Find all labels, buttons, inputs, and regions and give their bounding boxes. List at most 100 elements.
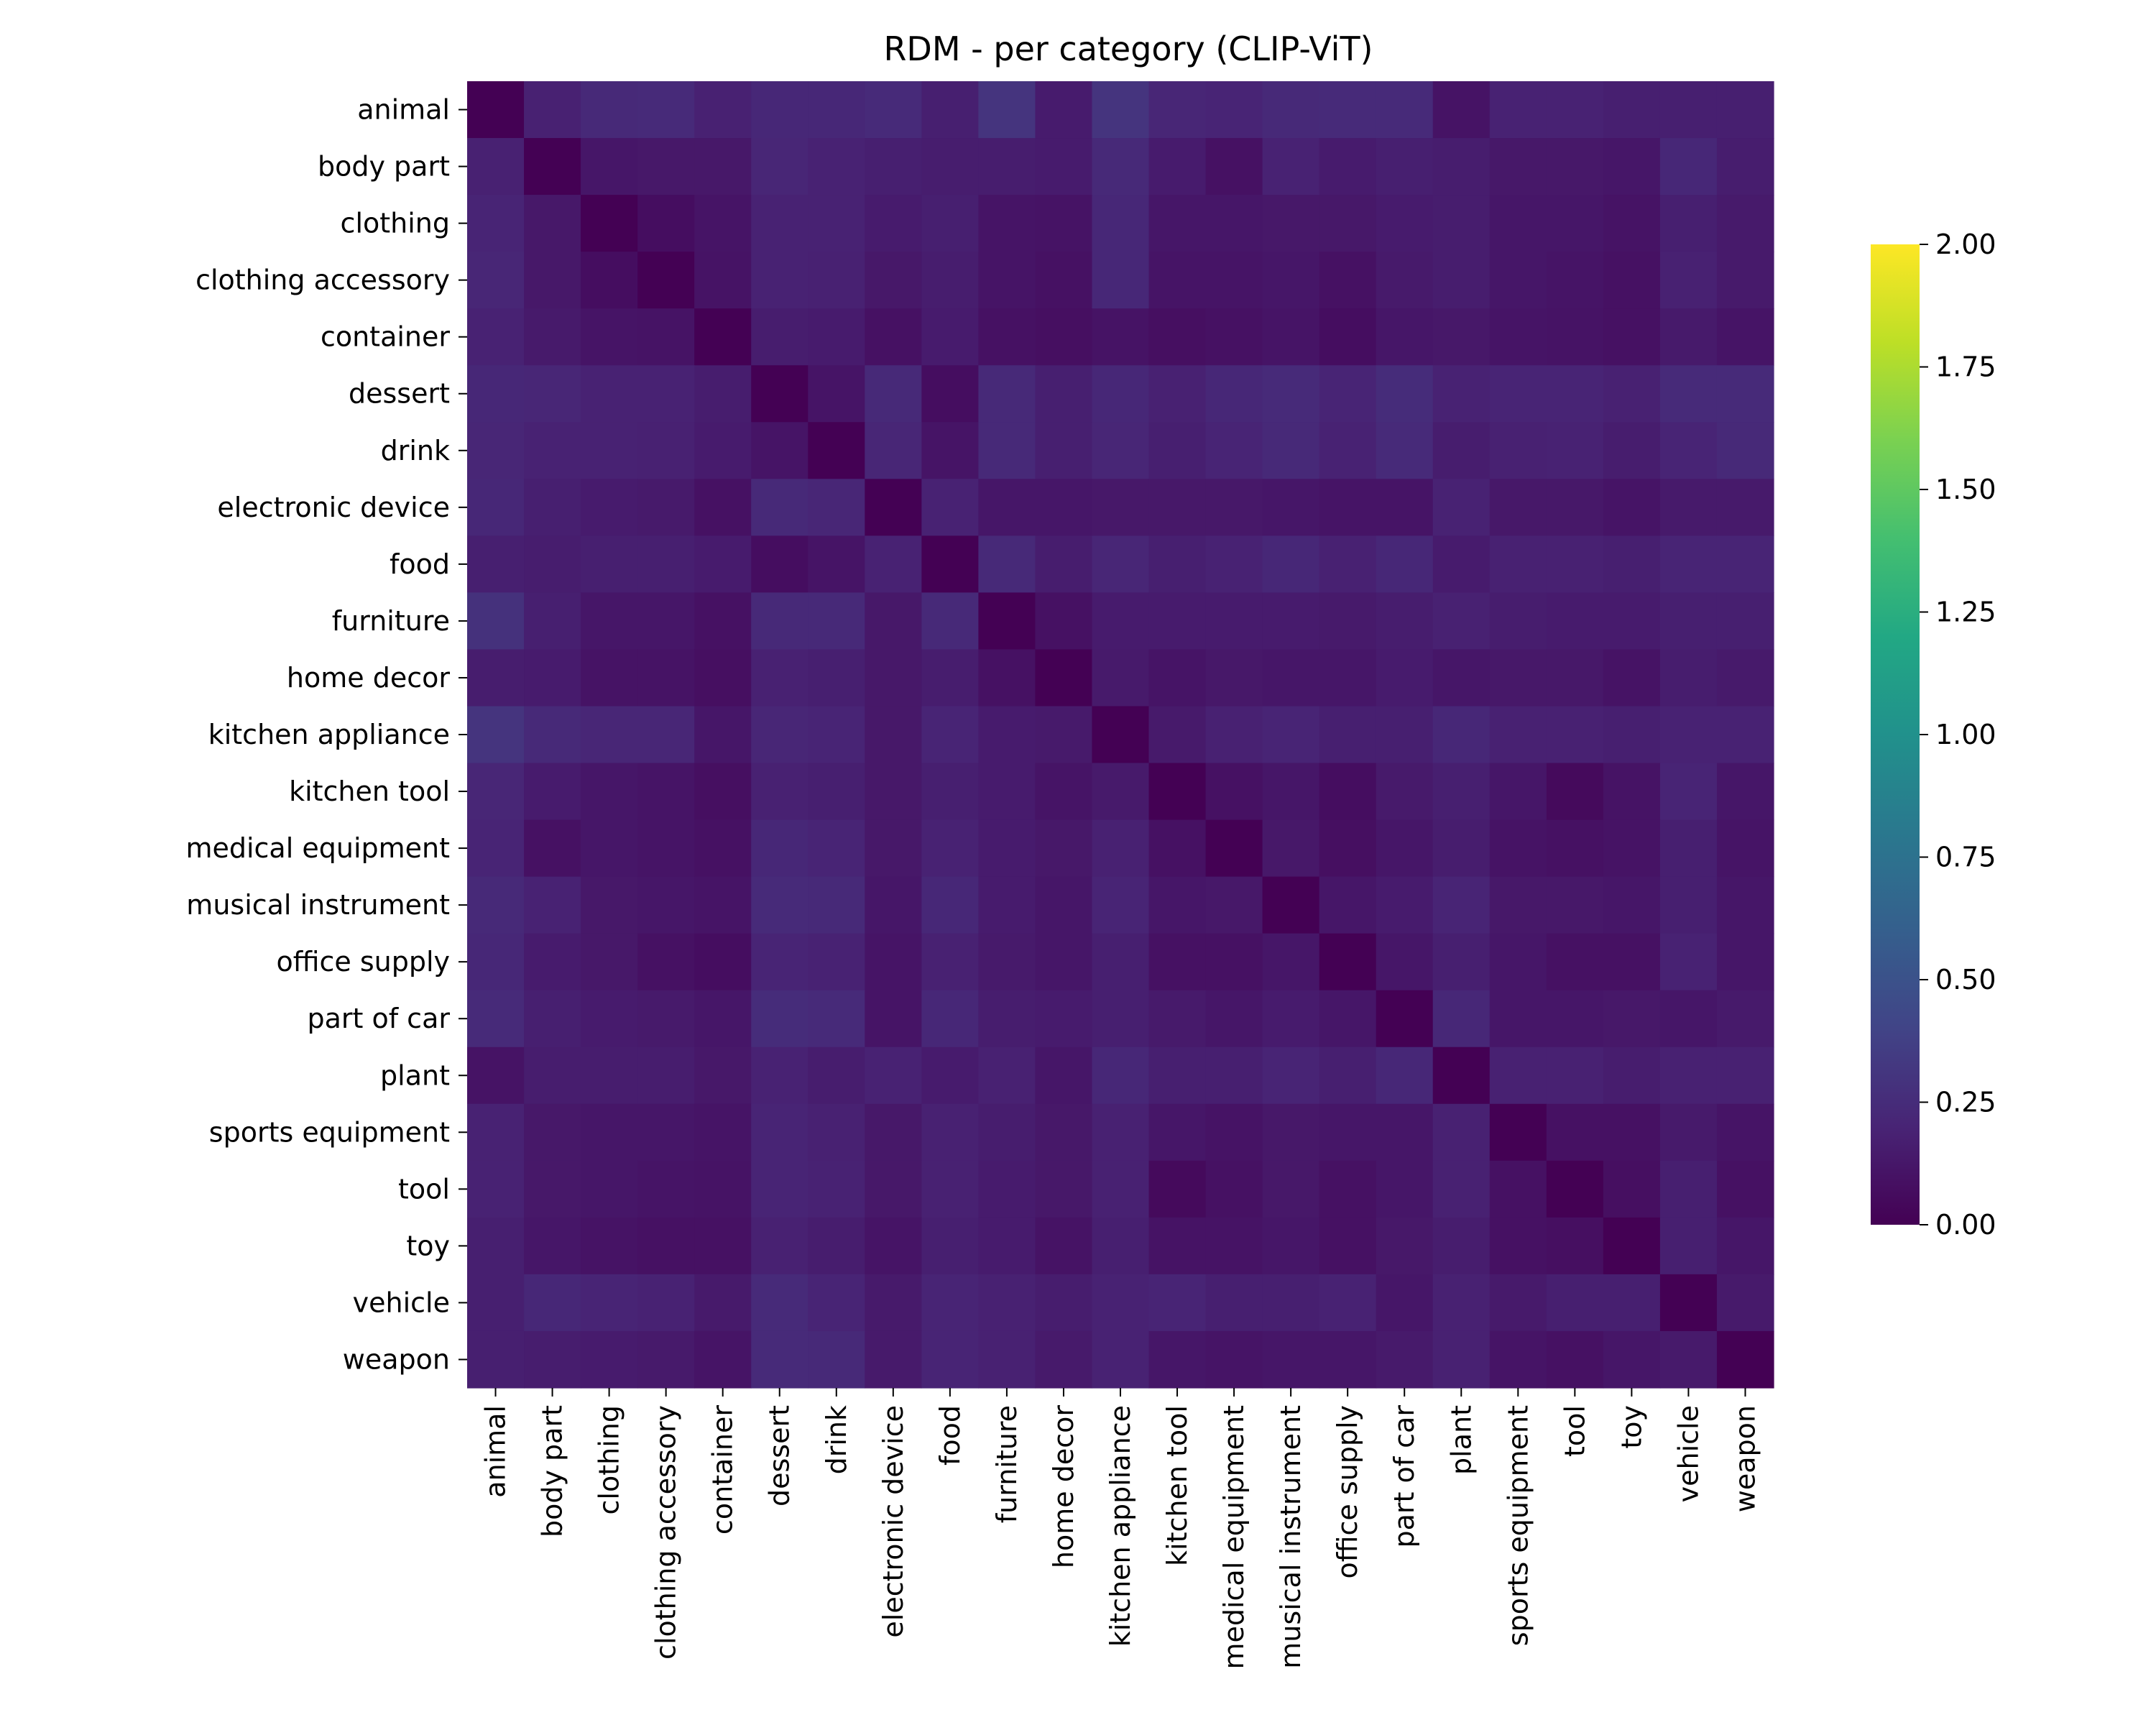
heatmap-cell-musical-instrument--part-of-car	[1376, 876, 1434, 934]
heatmap-cell-food--plant	[1432, 535, 1491, 593]
heatmap-cell-dessert--body-part	[524, 365, 581, 423]
x-tick-label-food: food	[934, 1405, 966, 1466]
x-tick-label-medical-equipment: medical equipment	[1218, 1405, 1250, 1670]
heatmap-cell-electronic-device--medical-equipment	[1205, 479, 1263, 536]
heatmap-cell-office-supply--food	[921, 933, 979, 991]
heatmap-cell-clothing--animal	[467, 195, 525, 252]
heatmap-cell-container--animal	[467, 308, 525, 366]
heatmap-cell-home-decor--electronic-device	[865, 649, 922, 707]
heatmap-cell-animal--plant	[1432, 81, 1491, 139]
heatmap-cell-clothing--electronic-device	[865, 195, 922, 252]
heatmap-cell-body-part--kitchen-tool	[1148, 138, 1207, 196]
heatmap-cell-kitchen-appliance--container	[694, 706, 752, 764]
heatmap-cell-body-part--dessert	[751, 138, 808, 196]
heatmap-cell-toy--musical-instrument	[1262, 1217, 1320, 1275]
heatmap-cell-container--tool	[1546, 308, 1604, 366]
heatmap-cell-electronic-device--dessert	[751, 479, 808, 536]
heatmap-cell-office-supply--tool	[1546, 933, 1604, 991]
heatmap-cell-clothing-accessory--furniture	[978, 252, 1036, 309]
heatmap-cell-kitchen-appliance--kitchen-tool	[1148, 706, 1207, 764]
heatmap-cell-vehicle--body-part	[524, 1274, 581, 1332]
heatmap-cell-plant--office-supply	[1319, 1046, 1377, 1105]
heatmap-cell-medical-equipment--furniture	[978, 819, 1036, 878]
heatmap-cell-kitchen-tool--office-supply	[1319, 763, 1377, 821]
heatmap-cell-tool--kitchen-tool	[1148, 1160, 1207, 1218]
heatmap-cell-medical-equipment--toy	[1603, 819, 1661, 878]
heatmap-cell-animal--home-decor	[1035, 81, 1093, 139]
heatmap-cell-animal--drink	[808, 81, 865, 139]
heatmap-cell-musical-instrument--container	[694, 876, 752, 934]
heatmap-cell-kitchen-appliance--body-part	[524, 706, 581, 764]
heatmap-cell-animal--furniture	[978, 81, 1036, 139]
heatmap-cell-container--plant	[1432, 308, 1491, 366]
heatmap-cell-medical-equipment--part-of-car	[1376, 819, 1434, 878]
x-tick-label-container: container	[707, 1405, 739, 1535]
y-tick-label-kitchen-tool: kitchen tool	[289, 776, 450, 807]
heatmap-cell-toy--furniture	[978, 1217, 1036, 1275]
heatmap-cell-dessert--vehicle	[1659, 365, 1718, 423]
heatmap-cell-part-of-car--drink	[808, 990, 865, 1048]
x-tick-label-drink: drink	[821, 1405, 852, 1474]
heatmap-cell-furniture--tool	[1546, 592, 1604, 650]
heatmap-cell-office-supply--body-part	[524, 933, 581, 991]
heatmap-cell-medical-equipment--kitchen-appliance	[1092, 819, 1150, 878]
heatmap-cell-electronic-device--clothing	[581, 479, 638, 536]
heatmap-cell-toy--kitchen-appliance	[1092, 1217, 1150, 1275]
heatmap-cell-clothing--plant	[1432, 195, 1491, 252]
chart-title: RDM - per category (CLIP-ViT)	[883, 29, 1373, 68]
heatmap-cell-toy--kitchen-tool	[1148, 1217, 1207, 1275]
heatmap-cell-food--furniture	[978, 535, 1036, 593]
heatmap-cell-dessert--weapon	[1716, 365, 1774, 423]
heatmap-cell-drink--animal	[467, 422, 525, 479]
heatmap-cell-body-part--office-supply	[1319, 138, 1377, 196]
heatmap-cell-toy--container	[694, 1217, 752, 1275]
heatmap-cell-vehicle--medical-equipment	[1205, 1274, 1263, 1332]
heatmap-cell-dessert--animal	[467, 365, 525, 423]
heatmap-cell-body-part--body-part	[524, 138, 581, 196]
heatmap-cell-home-decor--food	[921, 649, 979, 707]
heatmap-cell-kitchen-tool--kitchen-tool	[1148, 763, 1207, 821]
heatmap-cell-body-part--musical-instrument	[1262, 138, 1320, 196]
heatmap-cell-container--medical-equipment	[1205, 308, 1263, 366]
x-tick-label-musical-instrument: musical instrument	[1275, 1405, 1307, 1669]
y-tick-label-drink: drink	[381, 435, 450, 466]
heatmap-cell-furniture--medical-equipment	[1205, 592, 1263, 650]
y-tick-label-medical-equipment: medical equipment	[185, 832, 450, 864]
heatmap-cell-furniture--toy	[1603, 592, 1661, 650]
heatmap-cell-food--clothing-accessory	[637, 535, 695, 593]
heatmap-cell-kitchen-tool--plant	[1432, 763, 1491, 821]
heatmap-cell-clothing--clothing-accessory	[637, 195, 695, 252]
heatmap-cell-home-decor--clothing	[581, 649, 638, 707]
heatmap-cell-furniture--body-part	[524, 592, 581, 650]
heatmap-cell-clothing-accessory--animal	[467, 252, 525, 309]
heatmap-cell-plant--electronic-device	[865, 1046, 922, 1105]
heatmap-cell-medical-equipment--animal	[467, 819, 525, 878]
heatmap-cell-weapon--dessert	[751, 1330, 808, 1389]
heatmap-cell-drink--weapon	[1716, 422, 1774, 479]
heatmap-cell-furniture--electronic-device	[865, 592, 922, 650]
heatmap-cell-food--toy	[1603, 535, 1661, 593]
x-axis: animal body part clothing clothing accessor…	[480, 1388, 1761, 1670]
heatmap-cell-sports-equipment--drink	[808, 1103, 865, 1162]
heatmap-cell-furniture--kitchen-appliance	[1092, 592, 1150, 650]
heatmap-cell-part-of-car--office-supply	[1319, 990, 1377, 1048]
heatmap-cell-electronic-device--kitchen-appliance	[1092, 479, 1150, 536]
heatmap-cell-weapon--drink	[808, 1330, 865, 1389]
heatmap-cell-kitchen-appliance--food	[921, 706, 979, 764]
heatmap-cell-clothing-accessory--home-decor	[1035, 252, 1093, 309]
heatmap-cell-food--home-decor	[1035, 535, 1093, 593]
heatmap-cell-dessert--electronic-device	[865, 365, 922, 423]
heatmap-cell-body-part--food	[921, 138, 979, 196]
heatmap-cell-toy--home-decor	[1035, 1217, 1093, 1275]
heatmap-cell-animal--sports-equipment	[1489, 81, 1547, 139]
heatmap-cell-body-part--part-of-car	[1376, 138, 1434, 196]
heatmap-cell-vehicle--musical-instrument	[1262, 1274, 1320, 1332]
heatmap-cell-container--food	[921, 308, 979, 366]
heatmap-cell-dessert--food	[921, 365, 979, 423]
heatmap-cell-drink--musical-instrument	[1262, 422, 1320, 479]
heatmap-cell-toy--electronic-device	[865, 1217, 922, 1275]
heatmap-cell-kitchen-tool--clothing	[581, 763, 638, 821]
heatmap-cell-container--kitchen-tool	[1148, 308, 1207, 366]
heatmap-cell-kitchen-tool--body-part	[524, 763, 581, 821]
heatmap-cell-drink--clothing-accessory	[637, 422, 695, 479]
